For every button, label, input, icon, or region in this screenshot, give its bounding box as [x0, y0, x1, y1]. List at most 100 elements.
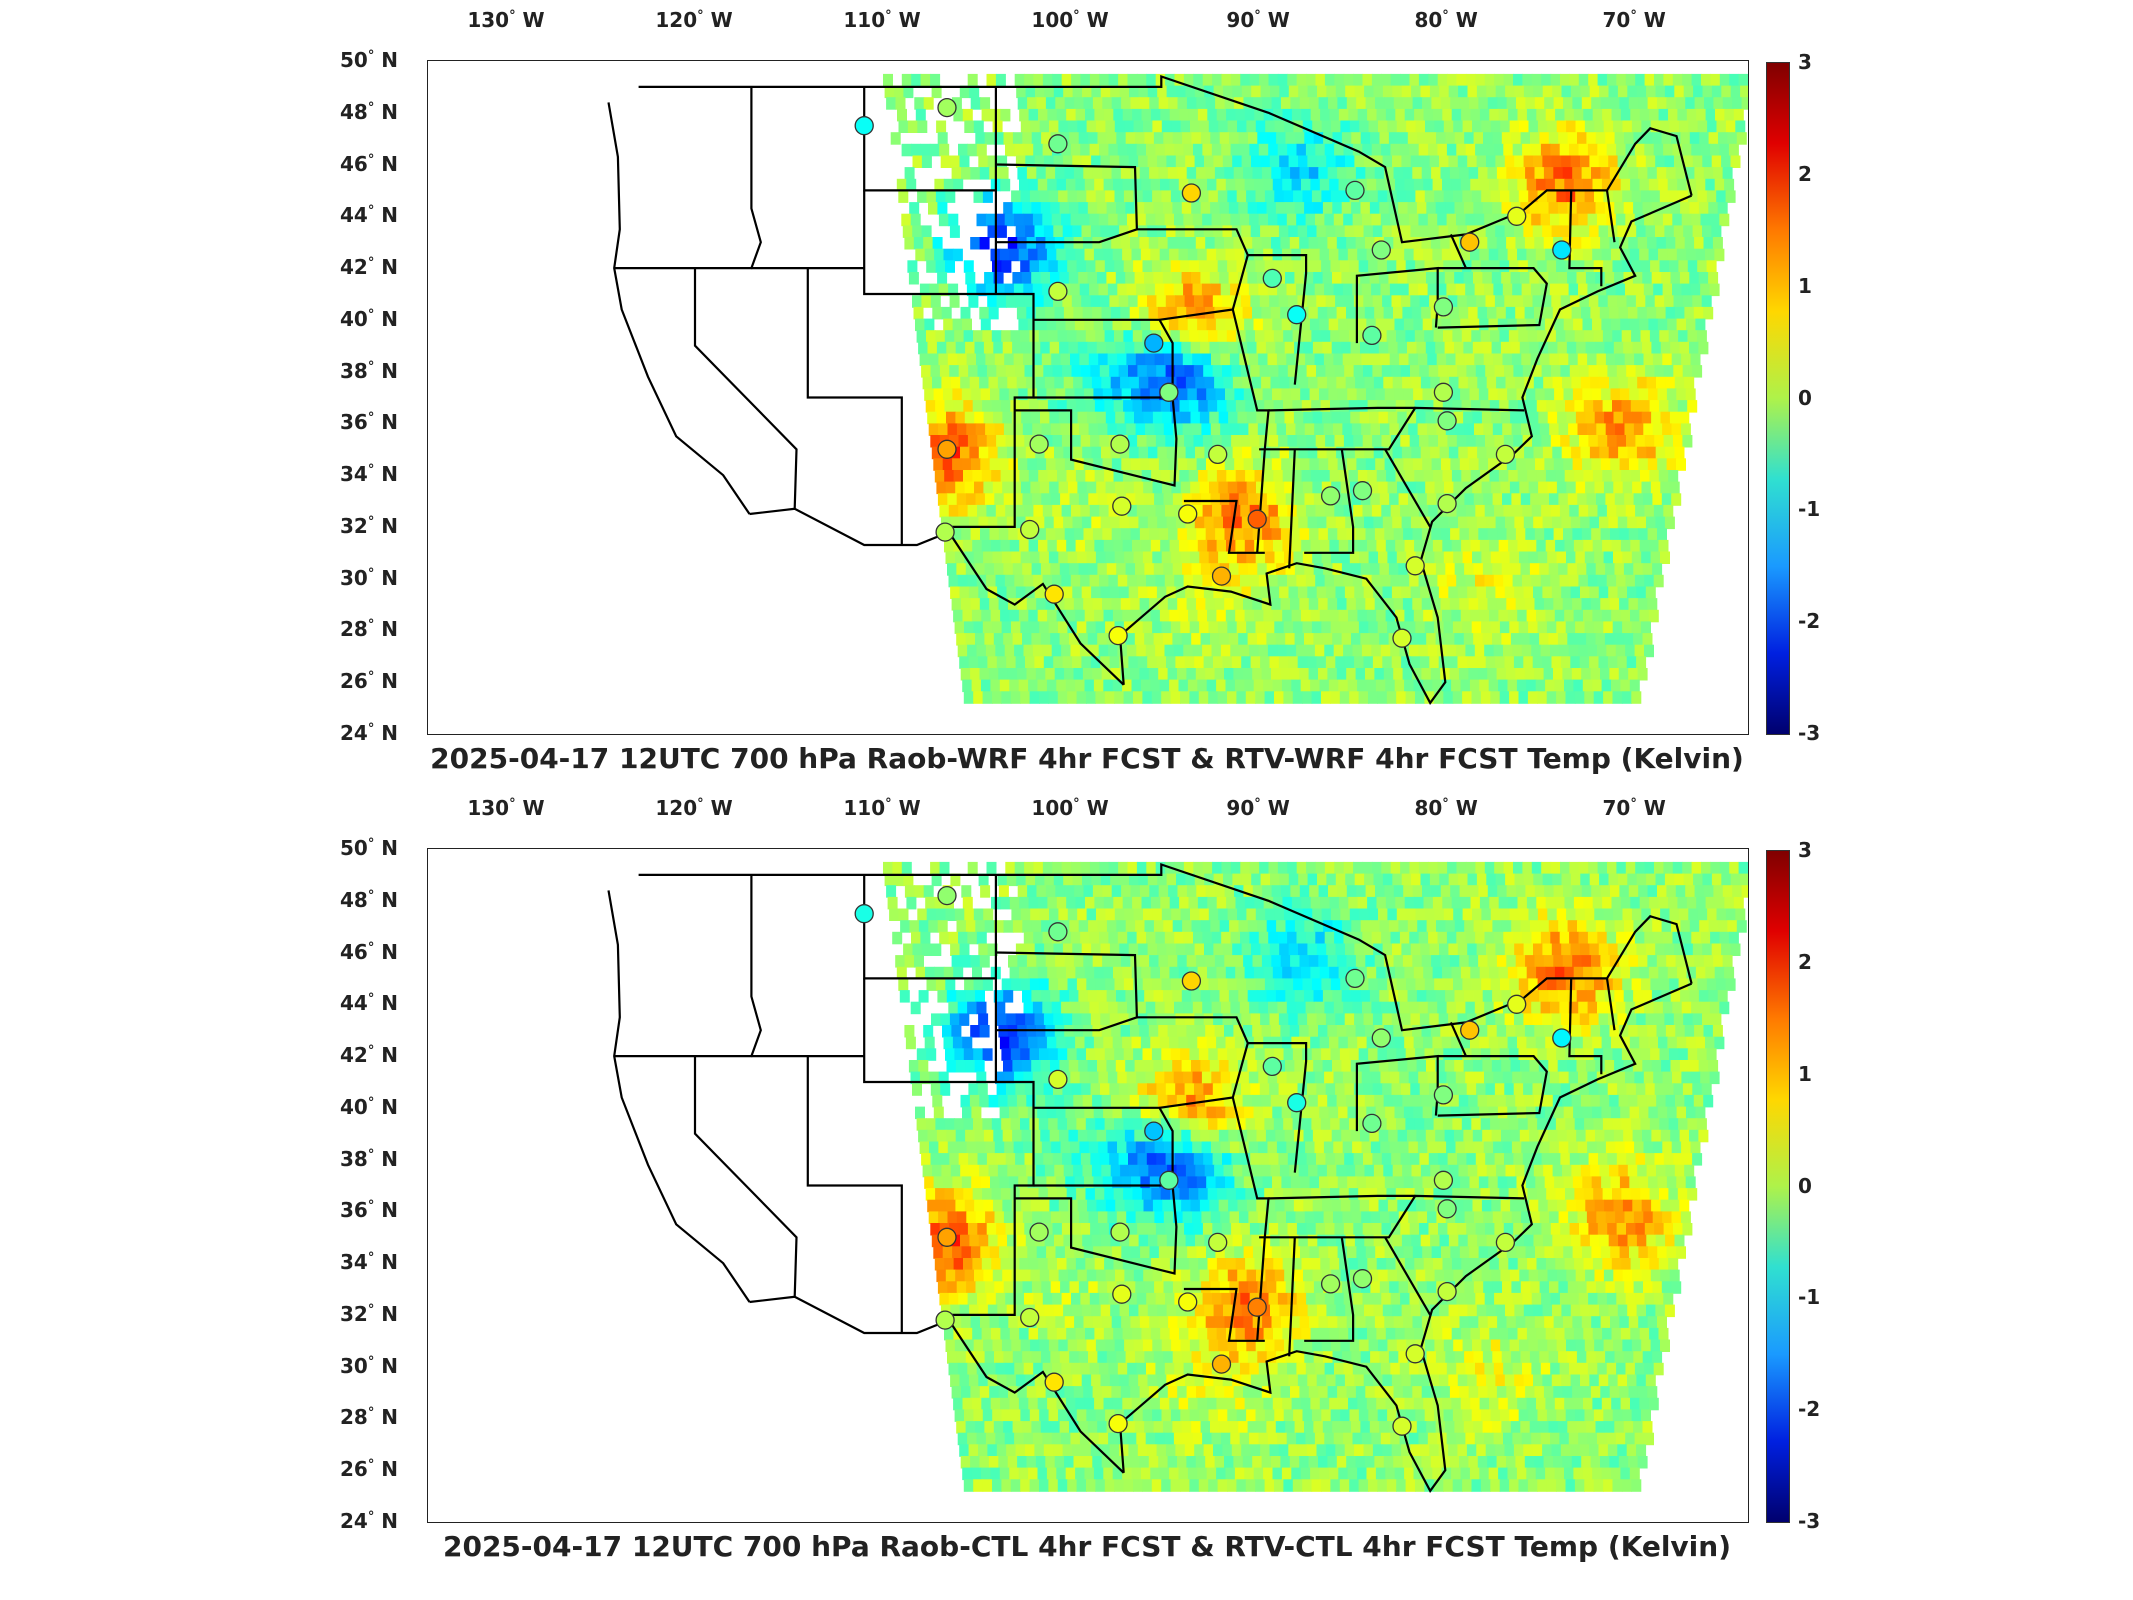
field-cell	[1170, 621, 1181, 634]
field-cell	[1459, 458, 1470, 471]
field-cell	[1260, 155, 1271, 168]
field-cell	[1558, 920, 1569, 933]
field-cell	[1407, 920, 1418, 933]
field-cell	[1256, 411, 1267, 425]
field-cell	[1492, 563, 1503, 576]
field-cell	[1344, 656, 1355, 669]
field-cell	[1190, 411, 1201, 425]
field-cell	[1087, 272, 1098, 285]
field-cell	[1410, 155, 1421, 168]
field-cell	[1405, 260, 1416, 273]
field-cell	[1490, 190, 1501, 203]
field-cell	[920, 73, 931, 87]
field-cell	[1297, 586, 1308, 599]
field-cell	[994, 493, 1005, 506]
field-cell	[906, 178, 917, 192]
field-cell	[1153, 272, 1164, 285]
field-cell	[1458, 516, 1468, 530]
field-cell	[1486, 516, 1497, 530]
field-cell	[961, 885, 972, 898]
field-cell	[1507, 679, 1518, 693]
field-cell	[1212, 73, 1223, 87]
field-cell	[889, 908, 900, 921]
field-cell	[1375, 97, 1385, 110]
field-cell	[1569, 861, 1580, 875]
field-cell	[1548, 633, 1559, 646]
field-cell	[965, 341, 976, 355]
field-cell	[1012, 633, 1023, 646]
field-cell	[1373, 376, 1384, 390]
field-cell	[1207, 539, 1218, 553]
station-marker	[1108, 625, 1128, 646]
field-cell	[944, 400, 955, 413]
field-cell	[1691, 213, 1702, 227]
field-cell	[1193, 143, 1203, 157]
field-cell	[1407, 202, 1418, 215]
field-cell	[1054, 446, 1064, 460]
field-cell	[1322, 341, 1333, 355]
field-cell	[1515, 668, 1526, 681]
field-cell	[988, 306, 999, 320]
field-cell	[1477, 446, 1488, 460]
field-cell	[931, 85, 942, 99]
field-cell	[1505, 376, 1516, 390]
field-cell	[1376, 108, 1387, 122]
field-cell	[1284, 908, 1294, 921]
field-cell	[1124, 908, 1135, 921]
lon-tick-label: 70° W	[1602, 796, 1666, 820]
field-cell	[948, 283, 959, 297]
field-cell	[1192, 644, 1203, 658]
field-cell	[1705, 108, 1716, 122]
field-cell	[979, 598, 990, 611]
field-cell	[1115, 341, 1126, 355]
field-cell	[1158, 237, 1169, 250]
field-cell	[1244, 318, 1255, 332]
field-cell	[1650, 260, 1661, 273]
field-cell	[1384, 167, 1395, 180]
field-cell	[1139, 306, 1150, 320]
field-cell	[1218, 908, 1229, 921]
field-cell	[1033, 73, 1044, 87]
field-cell	[1065, 318, 1076, 332]
field-cell	[1553, 167, 1564, 180]
field-cell	[1721, 155, 1732, 168]
field-cell	[1625, 73, 1636, 87]
field-cell	[1378, 411, 1389, 425]
field-cell	[1269, 295, 1280, 308]
field-cell	[1503, 861, 1514, 875]
field-cell	[1647, 885, 1658, 898]
station-marker	[1262, 268, 1282, 289]
field-cell	[1473, 202, 1484, 215]
field-cell	[1414, 330, 1425, 343]
field-cell	[1576, 633, 1587, 646]
field-cell	[1039, 621, 1050, 634]
field-cell	[1224, 598, 1235, 611]
field-cell	[1385, 248, 1396, 262]
field-cell	[1379, 633, 1390, 646]
field-cell	[1267, 353, 1278, 366]
field-cell	[1375, 318, 1386, 332]
field-cell	[1515, 376, 1525, 390]
field-cell	[1597, 504, 1608, 518]
field-cell	[1675, 167, 1686, 180]
field-cell	[945, 551, 956, 564]
field-cell	[989, 167, 1000, 180]
field-cell	[1173, 353, 1184, 366]
field-cell	[1613, 341, 1624, 355]
field-cell	[1451, 679, 1462, 693]
field-cell	[1627, 516, 1638, 530]
field-cell	[1005, 365, 1016, 378]
field-cell	[1548, 920, 1559, 933]
field-cell	[1605, 920, 1616, 933]
field-cell	[1017, 885, 1028, 898]
field-cell	[1640, 400, 1651, 413]
field-cell	[1506, 97, 1517, 110]
field-cell	[1625, 504, 1636, 518]
field-cell	[1005, 143, 1015, 157]
field-cell	[1685, 388, 1696, 401]
field-cell	[1283, 621, 1294, 634]
field-cell	[930, 295, 941, 308]
field-cell	[1523, 85, 1534, 99]
field-cell	[1334, 861, 1345, 875]
field-cell	[1133, 260, 1144, 273]
